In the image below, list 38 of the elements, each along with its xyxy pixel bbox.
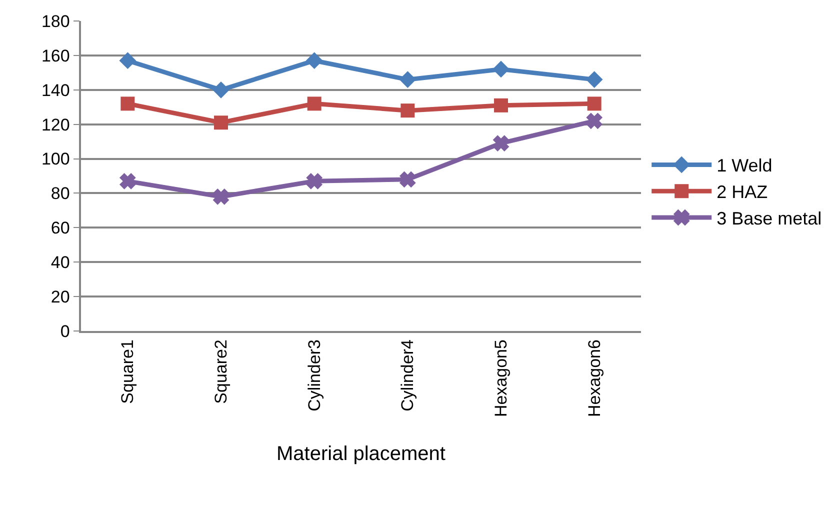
y-tick-label: 100	[41, 150, 70, 169]
point	[586, 113, 602, 129]
y-tick-label: 140	[41, 80, 70, 100]
point	[214, 116, 228, 130]
point	[400, 104, 415, 118]
x-tick-label: Square2	[212, 340, 231, 404]
x-tick-label: Cylinder3	[304, 340, 324, 412]
point	[494, 98, 508, 112]
x-axis-title: Material placement	[276, 443, 446, 466]
legend-label: 2 HAZ	[716, 182, 768, 202]
point	[399, 71, 416, 88]
point	[306, 173, 322, 189]
y-tick-label: 40	[50, 253, 70, 272]
y-tick-label: 0	[60, 322, 70, 341]
point	[212, 81, 230, 98]
point	[119, 52, 136, 70]
point	[493, 136, 509, 152]
y-tick-label: 160	[41, 46, 70, 66]
y-tick-label: 120	[41, 115, 70, 134]
y-tick-label: 20	[50, 288, 70, 307]
point	[213, 188, 229, 204]
legend-label: 3 Base metal	[716, 208, 822, 229]
point	[492, 60, 510, 78]
x-tick-label: Square1	[118, 340, 138, 404]
x-tick-label: Hexagon5	[492, 340, 511, 418]
point	[306, 52, 323, 70]
x-tick-label: Cylinder4	[398, 340, 418, 412]
y-tick-label: 60	[50, 218, 70, 238]
y-tick-label: 180	[41, 12, 70, 31]
legend-label: 1 Weld	[716, 156, 772, 176]
point	[400, 172, 416, 188]
y-tick-label: 80	[50, 184, 70, 204]
point	[120, 96, 135, 111]
point	[586, 71, 603, 88]
x-tick-label: Hexagon6	[584, 340, 604, 418]
point	[307, 96, 322, 111]
point	[120, 173, 136, 189]
point	[587, 96, 602, 111]
